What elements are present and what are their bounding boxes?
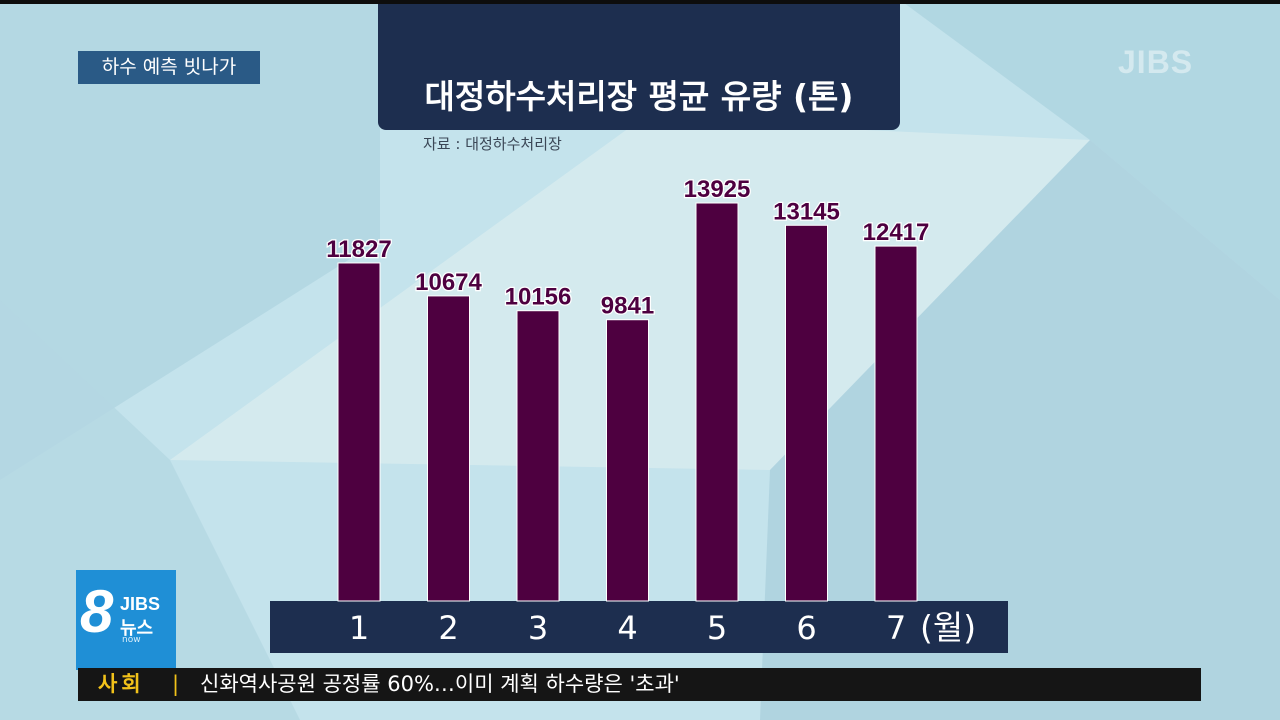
- chart-title: 대정하수처리장 평균 유량 (톤): [424, 77, 854, 116]
- ticker-category: 사회: [98, 672, 145, 696]
- data-label-3: 10156: [505, 284, 572, 311]
- x-tick-2: 2: [438, 609, 458, 647]
- top-edge: [0, 0, 1280, 4]
- x-axis-unit: (월): [920, 608, 977, 647]
- x-tick-4: 4: [617, 609, 637, 647]
- x-tick-7: 7: [886, 609, 906, 647]
- logo-brand: JIBS: [120, 594, 161, 614]
- news-logo: 8 JIBS 뉴스 now: [76, 570, 176, 670]
- x-tick-1: 1: [349, 609, 369, 647]
- ticker-separator: |: [172, 672, 180, 696]
- segment-tag: 하수 예측 빗나가: [78, 51, 260, 84]
- ticker-headline: 신화역사공원 공정률 60%…이미 계획 하수량은 '초과': [200, 672, 680, 696]
- data-label-6: 13145: [773, 198, 840, 225]
- x-tick-5: 5: [707, 609, 727, 647]
- data-label-2: 10674: [415, 269, 482, 296]
- bar-5: [695, 202, 739, 602]
- news-ticker: 사회 | 신화역사공원 공정률 60%…이미 계획 하수량은 '초과': [78, 668, 1201, 701]
- bar-4: [606, 319, 649, 602]
- bar-3: [516, 310, 560, 602]
- data-label-1: 11827: [326, 236, 391, 263]
- data-label-5: 13925: [684, 176, 751, 203]
- chart-source: 자료 : 대정하수처리장: [423, 135, 562, 153]
- bar-6: [785, 224, 828, 602]
- x-axis-band: [270, 601, 1008, 653]
- logo-sub: now: [122, 635, 141, 645]
- bar-7: [874, 245, 918, 602]
- x-tick-6: 6: [796, 609, 816, 647]
- broadcaster-watermark: JIBS: [1118, 44, 1194, 80]
- data-label-7: 12417: [863, 219, 930, 246]
- data-label-4: 9841: [601, 293, 654, 320]
- bar-1: [337, 262, 381, 602]
- logo-number: 8: [80, 578, 114, 645]
- bar-2: [427, 295, 470, 602]
- logo-name: 뉴스: [120, 618, 154, 639]
- chart-title-box: 대정하수처리장 평균 유량 (톤): [378, 4, 900, 130]
- x-tick-3: 3: [528, 609, 548, 647]
